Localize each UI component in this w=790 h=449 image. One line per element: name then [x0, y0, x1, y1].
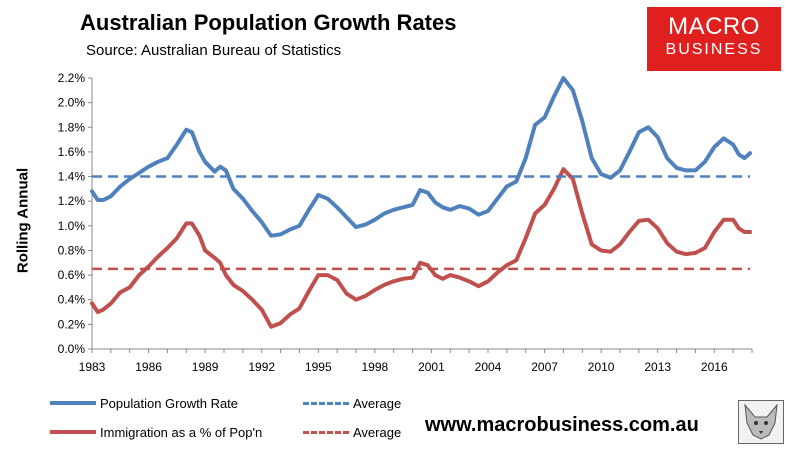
legend-swatch-avg1	[303, 402, 349, 405]
x-tick-label: 1986	[135, 360, 162, 374]
series-line-1	[90, 167, 753, 329]
legend-swatch-population	[50, 401, 96, 405]
y-tick-label: 1.4%	[58, 170, 86, 184]
logo-line1: MACRO	[668, 13, 760, 40]
legend-label-avg2: Average	[353, 425, 402, 440]
fox-logo-icon	[738, 400, 784, 444]
legend-label-population: Population Growth Rate	[100, 396, 239, 411]
y-tick-label: 0.0%	[58, 342, 86, 356]
legend-label-avg1: Average	[353, 396, 402, 411]
series-line-0	[90, 76, 753, 238]
y-tick-label: 1.6%	[58, 145, 86, 159]
y-tick-label: 0.8%	[58, 243, 86, 257]
y-tick-label: 1.0%	[58, 219, 86, 233]
macrobusiness-logo: MACRO BUSINESS	[647, 7, 781, 71]
x-tick-label: 1998	[362, 360, 389, 374]
x-tick-label: 2010	[588, 360, 615, 374]
x-tick-label: 2013	[644, 360, 671, 374]
x-tick-label: 2001	[418, 360, 445, 374]
y-tick-label: 2.0%	[58, 96, 86, 110]
x-tick-label: 1983	[79, 360, 106, 374]
logo-line2: BUSINESS	[665, 41, 763, 58]
x-tick-label: 2016	[701, 360, 728, 374]
x-tick-label: 1995	[305, 360, 332, 374]
x-tick-label: 1989	[192, 360, 219, 374]
x-tick-label: 2007	[531, 360, 558, 374]
x-tick-label: 2004	[475, 360, 502, 374]
chart-subtitle: Source: Australian Bureau of Statistics	[86, 42, 342, 59]
legend-swatch-avg2	[303, 431, 349, 434]
website-url: www.macrobusiness.com.au	[425, 414, 699, 436]
legend-label-immigration: Immigration as a % of Pop'n	[100, 425, 263, 440]
x-tick-label: 1992	[248, 360, 275, 374]
legend-swatch-immigration	[50, 430, 96, 434]
y-tick-label: 0.2%	[58, 317, 86, 331]
y-tick-label: 0.6%	[58, 268, 86, 282]
y-tick-label: 2.2%	[58, 71, 86, 85]
y-tick-label: 0.4%	[58, 293, 86, 307]
chart-title: Australian Population Growth Rates	[80, 10, 457, 35]
y-tick-label: 1.2%	[58, 194, 86, 208]
y-tick-label: 1.8%	[58, 120, 86, 134]
